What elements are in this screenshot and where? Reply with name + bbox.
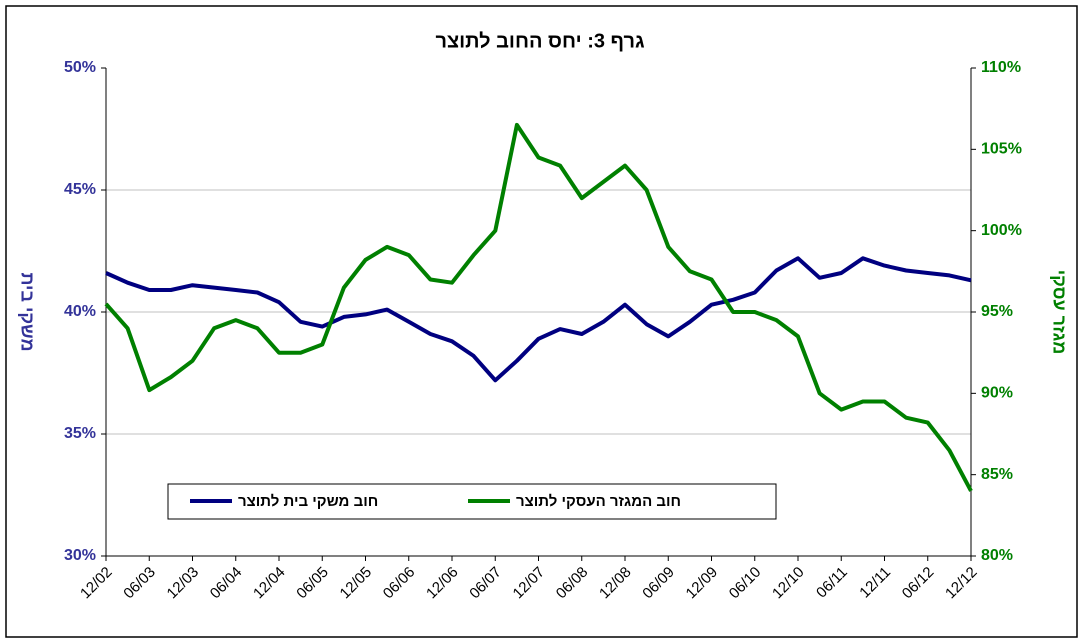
- y2-tick-label: 90%: [981, 385, 1013, 402]
- y-tick-label: 50%: [64, 59, 96, 76]
- chart-title: גרף 3: יחס החוב לתוצר: [435, 30, 645, 52]
- y-tick-label: 45%: [64, 181, 96, 198]
- y2-tick-label: 110%: [981, 59, 1021, 76]
- y-tick-label: 40%: [64, 303, 96, 320]
- legend-label: חוב משקי בית לתוצר: [238, 493, 378, 510]
- y-axis-label: משקי בית: [17, 272, 37, 351]
- y2-axis-label: מגזר עסקי: [1049, 270, 1069, 355]
- y2-tick-label: 80%: [981, 547, 1013, 564]
- legend-label: חוב המגזר העסקי לתוצר: [516, 493, 681, 510]
- y-tick-label: 30%: [64, 547, 96, 564]
- y2-tick-label: 105%: [981, 141, 1022, 158]
- y2-tick-label: 95%: [981, 303, 1013, 320]
- series-line: [104, 122, 973, 492]
- y2-tick-label: 100%: [981, 222, 1022, 239]
- y2-tick-label: 85%: [981, 466, 1013, 483]
- y-tick-label: 35%: [64, 425, 96, 442]
- series-line: [105, 256, 972, 383]
- frame: [5, 5, 1078, 638]
